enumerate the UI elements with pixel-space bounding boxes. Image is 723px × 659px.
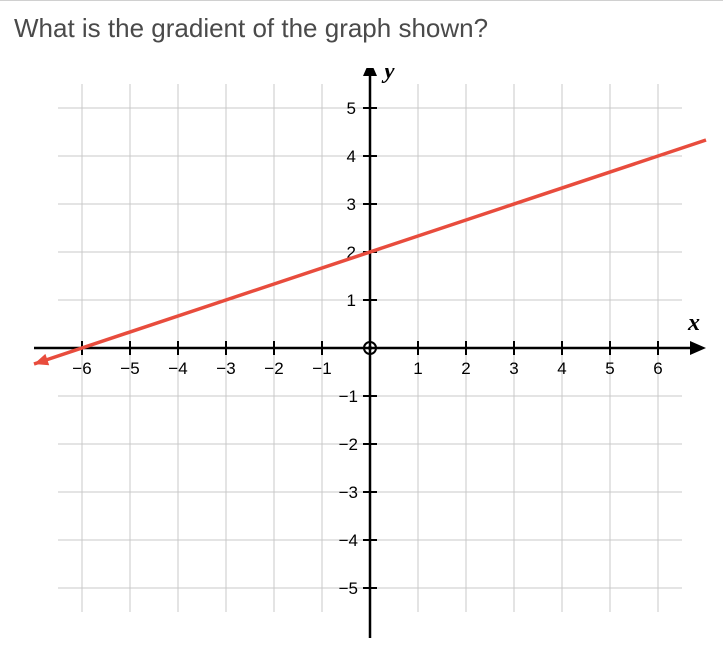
x-tick-label: 3 [509, 359, 518, 378]
x-tick-label: 5 [605, 359, 614, 378]
y-tick-label: 1 [347, 291, 356, 310]
x-tick-label: −3 [216, 359, 235, 378]
y-axis-label: y [381, 68, 395, 84]
data-line-arrow [34, 354, 49, 365]
x-axis-label: x [687, 310, 700, 336]
y-axis-arrow [363, 68, 377, 76]
question-bullet-paren: ) [0, 9, 1, 41]
x-tick-label: −1 [312, 359, 331, 378]
y-tick-label: 5 [347, 99, 356, 118]
x-tick-label: −6 [72, 359, 91, 378]
y-tick-label: −1 [339, 387, 358, 406]
y-tick-label: 4 [347, 147, 356, 166]
question-text: What is the gradient of the graph shown? [0, 13, 488, 43]
origin-dot [368, 346, 372, 350]
gradient-chart: −6−5−4−3−2−112345612345−1−2−3−4−5yx [30, 68, 723, 638]
x-tick-label: −2 [264, 359, 283, 378]
x-tick-label: 1 [413, 359, 422, 378]
question-row: ) What is the gradient of the graph show… [0, 1, 723, 62]
y-tick-label: −5 [339, 579, 358, 598]
x-tick-label: −5 [120, 359, 139, 378]
y-tick-label: −4 [339, 531, 358, 550]
x-axis-arrow [690, 341, 706, 355]
x-tick-label: 2 [461, 359, 470, 378]
x-tick-label: 4 [557, 359, 566, 378]
x-tick-label: −4 [168, 359, 187, 378]
chart-svg: −6−5−4−3−2−112345612345−1−2−3−4−5yx [30, 68, 710, 638]
x-tick-label: 6 [653, 359, 662, 378]
y-tick-label: −2 [339, 435, 358, 454]
y-tick-label: −3 [339, 483, 358, 502]
y-tick-label: 3 [347, 195, 356, 214]
